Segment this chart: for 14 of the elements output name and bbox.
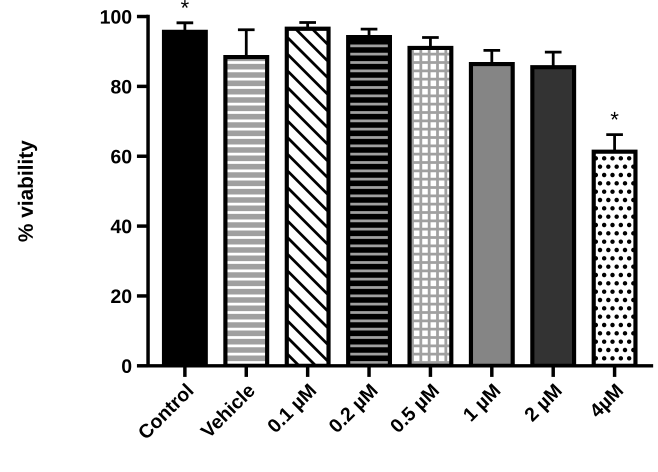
x-tick-label: 1 µM bbox=[462, 383, 504, 425]
y-tick-label: 60 bbox=[111, 150, 132, 164]
x-tick-label: 0.2 µM bbox=[328, 383, 381, 436]
x-tick-label: 0.5 µM bbox=[389, 383, 442, 436]
annotation: * bbox=[610, 112, 619, 120]
x-tick-label: 0.1 µM bbox=[266, 383, 320, 436]
x-tick-label: 2 µM bbox=[523, 383, 566, 425]
y-tick-label: 20 bbox=[111, 289, 132, 304]
y-tick-label: 100 bbox=[100, 10, 132, 24]
y-tick-label: 0 bbox=[122, 359, 132, 374]
y-axis-title: % viability bbox=[18, 140, 38, 242]
annotation: * bbox=[180, 0, 189, 8]
y-tick-label: 80 bbox=[111, 80, 132, 94]
y-tick-label: 40 bbox=[110, 220, 132, 234]
